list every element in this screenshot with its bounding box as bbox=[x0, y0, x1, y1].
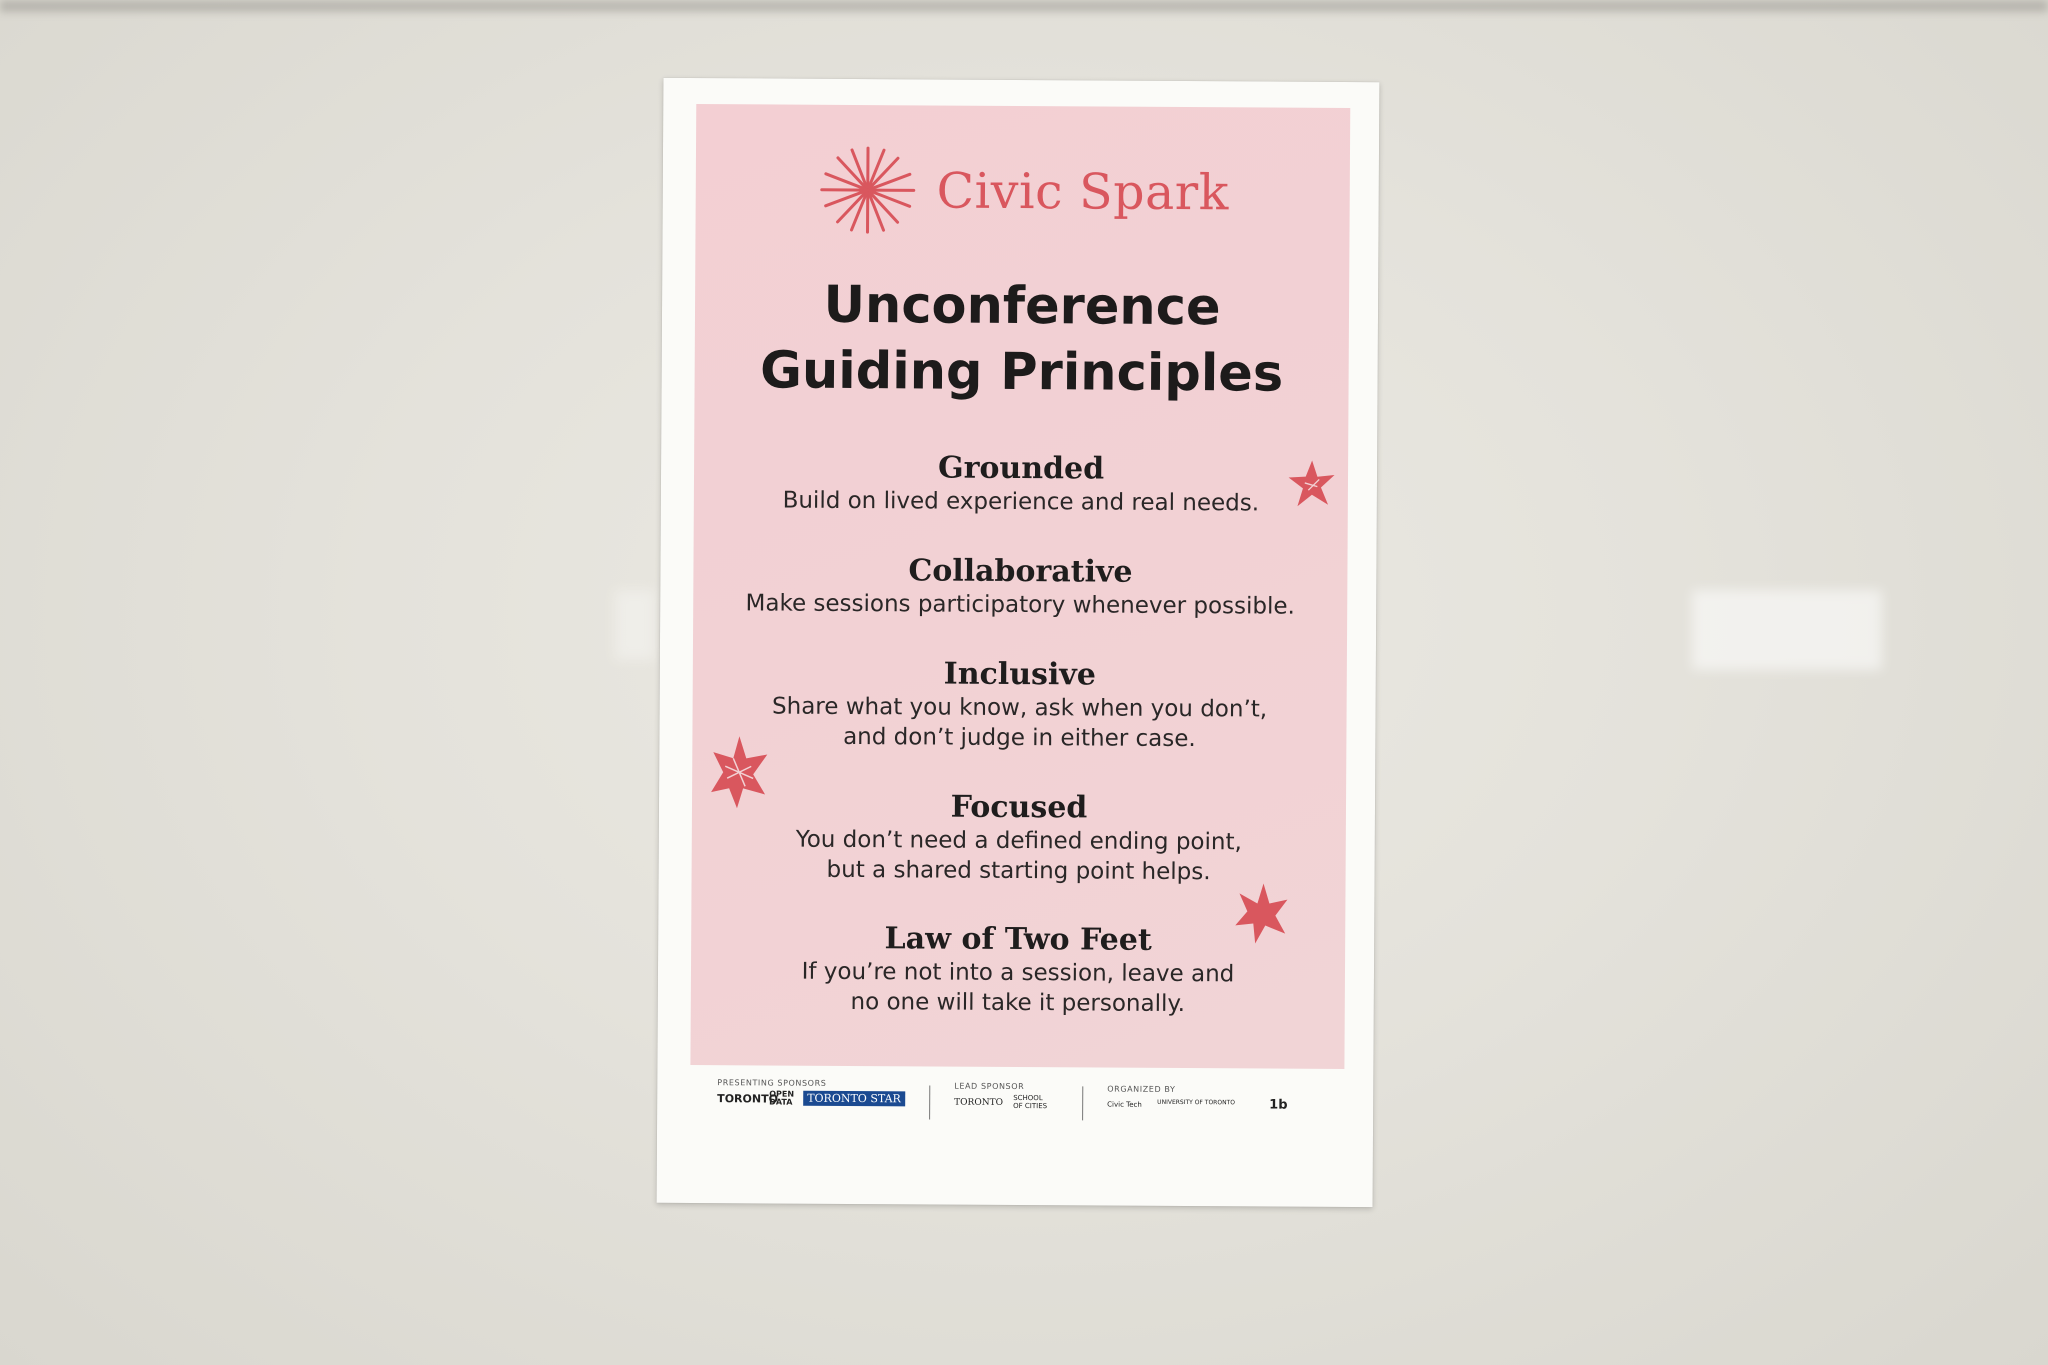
wall-top-edge bbox=[0, 0, 2048, 12]
poster-pink-panel: Civic Spark Unconference Guiding Princip… bbox=[690, 104, 1351, 1070]
principle-description: You don’t need a defined ending point, b… bbox=[692, 824, 1346, 888]
description-line: Build on lived experience and real needs… bbox=[782, 487, 1260, 517]
wall-reflection bbox=[1692, 590, 1882, 670]
wall-reflection bbox=[615, 590, 655, 660]
open-data-logo: OPEN DATA bbox=[769, 1089, 795, 1107]
description-line: Share what you know, ask when you don’t, bbox=[771, 693, 1268, 723]
uoft-logo: TORONTO bbox=[954, 1097, 1004, 1108]
principle-heading: Inclusive bbox=[943, 656, 1096, 693]
star-doodle-icon bbox=[1235, 883, 1288, 944]
sponsors-strip: PRESENTING SPONSORS TORONTO OPEN DATA TO… bbox=[717, 1078, 1317, 1142]
poster-sheet: Civic Spark Unconference Guiding Princip… bbox=[656, 77, 1380, 1208]
description-line: Make sessions participatory whenever pos… bbox=[745, 590, 1295, 620]
uoft-faculty-logo: UNIVERSITY OF TORONTO bbox=[1157, 1098, 1235, 1107]
principle-heading: Collaborative bbox=[908, 553, 1133, 590]
principle-heading: Grounded bbox=[937, 450, 1105, 487]
title-line-2: Guiding Principles bbox=[759, 341, 1284, 404]
org-logo: 1b bbox=[1269, 1097, 1288, 1113]
principle-focused: Focused You don’t need a defined ending … bbox=[692, 788, 1347, 888]
toronto-star-logo: TORONTO STAR bbox=[803, 1090, 905, 1107]
description-line: If you’re not into a session, leave and bbox=[801, 958, 1235, 988]
organized-by-label: ORGANIZED BY bbox=[1107, 1084, 1176, 1094]
brand-header: Civic Spark bbox=[695, 144, 1350, 238]
star-doodle-icon bbox=[711, 736, 768, 809]
principle-heading: Focused bbox=[950, 789, 1088, 826]
principle-description: If you’re not into a session, leave and … bbox=[691, 956, 1345, 1020]
poster-title: Unconference Guiding Principles bbox=[694, 272, 1349, 408]
principle-description: Build on lived experience and real needs… bbox=[694, 485, 1348, 519]
principle-grounded: Grounded Build on lived experience and r… bbox=[694, 449, 1348, 519]
brand-name: Civic Spark bbox=[936, 161, 1230, 221]
description-line: You don’t need a defined ending point, bbox=[795, 826, 1242, 856]
divider bbox=[929, 1085, 931, 1120]
divider bbox=[1082, 1086, 1084, 1121]
presenting-sponsors-label: PRESENTING SPONSORS bbox=[717, 1078, 827, 1088]
spark-burst-icon bbox=[820, 146, 916, 234]
description-line: no one will take it personally. bbox=[850, 988, 1186, 1018]
principle-description: Make sessions participatory whenever pos… bbox=[693, 588, 1347, 622]
star-doodle-icon bbox=[1288, 460, 1335, 507]
principle-description: Share what you know, ask when you don’t,… bbox=[692, 691, 1346, 755]
lead-sponsor-label: LEAD SPONSOR bbox=[954, 1081, 1025, 1092]
school-of-cities-logo: SCHOOL OF CITIES bbox=[1013, 1093, 1048, 1111]
description-line: and don’t judge in either case. bbox=[843, 723, 1196, 753]
civic-tech-logo: Civic Tech bbox=[1107, 1100, 1142, 1109]
principle-inclusive: Inclusive Share what you know, ask when … bbox=[692, 655, 1347, 755]
principle-collaborative: Collaborative Make sessions participator… bbox=[693, 552, 1347, 622]
title-line-1: Unconference bbox=[823, 275, 1221, 338]
